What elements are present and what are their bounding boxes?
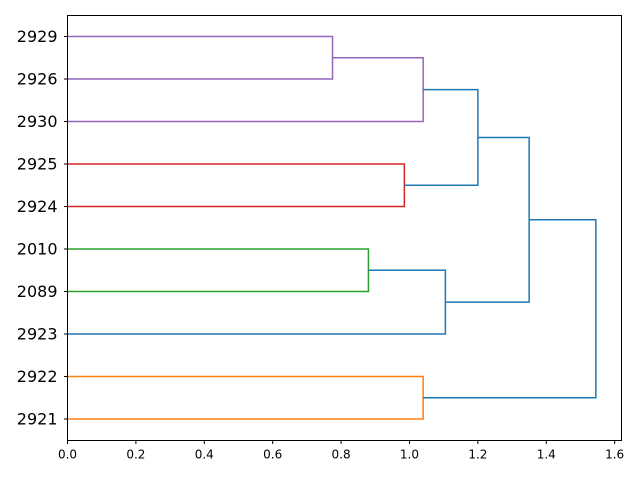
leaf-label: 2925 bbox=[17, 155, 58, 174]
dendrogram-link-1 bbox=[67, 35, 334, 80]
x-axis-ticks: 0.0 0.2 0.4 0.6 0.8 1.0 1.2 1.4 1.6 bbox=[58, 440, 624, 462]
dendrogram-link-6 bbox=[67, 269, 447, 335]
x-tick-label: 0.2 bbox=[126, 448, 145, 462]
leaf-label: 2930 bbox=[17, 112, 58, 131]
leaf-label: 2922 bbox=[17, 367, 58, 386]
dendrogram-link-9 bbox=[423, 219, 597, 399]
dendrogram-links bbox=[67, 35, 597, 420]
dendrogram-link-2 bbox=[67, 57, 424, 123]
leaf-label: 2926 bbox=[17, 70, 58, 89]
dendrogram-link-5 bbox=[67, 248, 370, 293]
dendrogram-link-4 bbox=[404, 88, 479, 186]
leaf-label: 2089 bbox=[17, 282, 58, 301]
x-tick-label: 0.4 bbox=[195, 448, 214, 462]
x-tick-label: 0.0 bbox=[58, 448, 77, 462]
x-tick-label: 1.6 bbox=[605, 448, 624, 462]
leaf-label: 2923 bbox=[17, 325, 58, 344]
leaf-label: 2010 bbox=[17, 240, 58, 259]
dendrogram-link-8 bbox=[67, 375, 424, 420]
x-tick-label: 1.2 bbox=[468, 448, 487, 462]
x-tick-label: 0.6 bbox=[263, 448, 282, 462]
leaf-labels: 2929 2926 2930 2925 2924 2010 2089 2923 2922 2921 bbox=[17, 27, 68, 429]
dendrogram-link-3 bbox=[67, 163, 406, 208]
leaf-label: 2921 bbox=[17, 410, 58, 429]
x-tick-label: 1.0 bbox=[400, 448, 419, 462]
x-tick-label: 0.8 bbox=[332, 448, 351, 462]
leaf-label: 2929 bbox=[17, 27, 58, 46]
x-tick-label: 1.4 bbox=[537, 448, 556, 462]
dendrogram-link-7 bbox=[445, 136, 530, 303]
plot-frame bbox=[67, 15, 622, 441]
leaf-label: 2924 bbox=[17, 197, 58, 216]
